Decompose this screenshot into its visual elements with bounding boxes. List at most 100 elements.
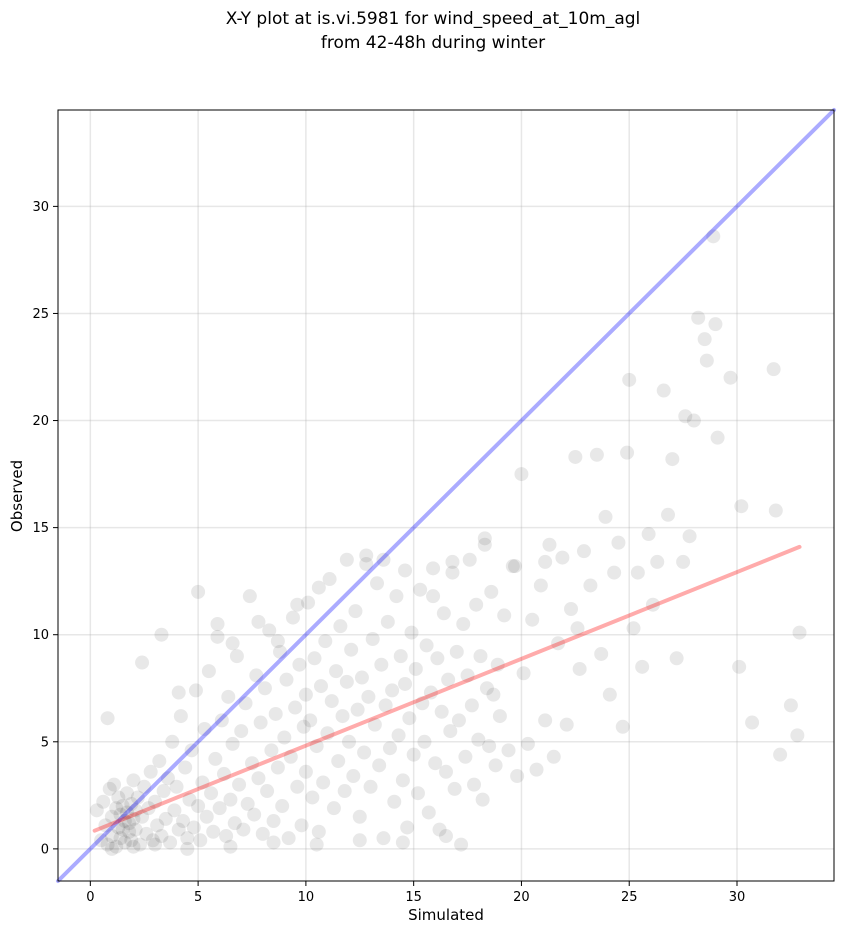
scatter-point — [350, 702, 365, 717]
scatter-point — [428, 756, 443, 771]
scatter-point — [734, 499, 749, 514]
scatter-point — [109, 801, 124, 816]
scatter-point — [163, 835, 178, 850]
scatter-point — [598, 509, 613, 524]
scatter-point — [676, 554, 691, 569]
scatter-point — [374, 657, 389, 672]
scatter-point — [227, 816, 242, 831]
y-tick-label: 10 — [32, 628, 49, 643]
scatter-point — [439, 764, 453, 779]
scatter-point — [135, 655, 150, 670]
scatter-point — [408, 661, 423, 676]
scatter-point — [682, 529, 697, 544]
scatter-point — [124, 833, 139, 848]
scatter-point — [656, 383, 671, 398]
x-tick-label: 10 — [298, 890, 315, 905]
scatter-point — [538, 713, 553, 728]
scatter-point — [150, 818, 165, 833]
scatter-point — [104, 841, 119, 856]
scatter-point — [305, 790, 320, 805]
scatter-point — [113, 807, 128, 822]
scatter-point — [326, 801, 341, 816]
scatter-point — [413, 582, 428, 597]
scatter-point — [94, 833, 109, 848]
scatter-point — [529, 762, 544, 777]
scatter-point — [645, 597, 660, 612]
scatter-point — [171, 685, 186, 700]
scatter-point — [195, 775, 210, 790]
scatter-point — [122, 824, 137, 839]
scatter-point — [245, 756, 259, 771]
scatter-point — [167, 803, 182, 818]
scatter-point — [154, 627, 169, 642]
scatter-point — [426, 561, 441, 576]
scatter-point — [376, 552, 391, 567]
scatter-point — [208, 751, 223, 766]
scatter-point — [395, 773, 410, 788]
scatter-point — [307, 651, 322, 666]
chart-title-line-2: from 42-48h during winter — [321, 33, 545, 53]
scatter-point — [270, 634, 285, 649]
scatter-point — [555, 550, 570, 565]
scatter-point — [576, 544, 591, 559]
scatter-point — [249, 668, 264, 683]
scatter-point — [447, 781, 462, 796]
scatter-point — [139, 826, 154, 841]
scatter-point — [251, 771, 266, 786]
scatter-point — [482, 739, 497, 754]
scatter-point — [469, 597, 484, 612]
y-tick-label: 5 — [41, 735, 49, 750]
scatter-point — [400, 820, 415, 835]
scatter-point — [432, 822, 447, 837]
scatter-point — [430, 651, 445, 666]
scatter-point — [365, 631, 380, 646]
scatter-point — [329, 664, 344, 679]
scatter-point — [538, 554, 553, 569]
scatter-point — [104, 809, 119, 824]
scatter-point — [214, 713, 229, 728]
scatter-point — [389, 589, 404, 604]
scatter-point — [296, 719, 311, 734]
scatter-point — [391, 728, 406, 743]
scatter-point — [193, 833, 208, 848]
scatter-point — [154, 829, 169, 844]
scatter-point — [128, 803, 143, 818]
scatter-point — [313, 679, 328, 694]
scatter-point — [415, 696, 430, 711]
scatter-point — [620, 445, 635, 460]
scatter-point — [501, 743, 516, 758]
scatter-point — [322, 572, 337, 587]
scatter-point — [699, 353, 714, 368]
scatter-point — [441, 672, 456, 687]
scatter-point — [352, 833, 367, 848]
scatter-point — [516, 666, 531, 681]
scatter-point — [382, 741, 397, 756]
scatter-point — [275, 799, 290, 814]
x-tick-label: 0 — [86, 890, 94, 905]
scatter-point — [361, 689, 376, 704]
scatter-point — [378, 698, 393, 713]
scatter-point — [223, 792, 238, 807]
scatter-point — [180, 831, 195, 846]
scatter-point — [171, 822, 186, 837]
scatter-point — [346, 769, 361, 784]
scatter-point — [439, 829, 453, 844]
plot-frame — [57, 109, 835, 882]
scatter-point — [665, 452, 680, 467]
x-tick-label: 30 — [729, 890, 746, 905]
scatter-point — [594, 646, 609, 661]
scatter-point — [143, 764, 158, 779]
scatter-point — [402, 711, 417, 726]
y-tick-label: 30 — [32, 200, 49, 215]
scatter-point — [122, 816, 137, 831]
scatter-point — [165, 734, 180, 749]
scatter-point — [191, 584, 206, 599]
scatter-point — [281, 831, 296, 846]
y-tick-label: 15 — [32, 521, 49, 536]
scatter-point — [229, 649, 244, 664]
scatter-point — [111, 820, 126, 835]
scatter-point — [661, 507, 676, 522]
scatter-point — [247, 807, 262, 822]
x-tick-label: 25 — [621, 890, 638, 905]
scatter-point — [277, 730, 292, 745]
